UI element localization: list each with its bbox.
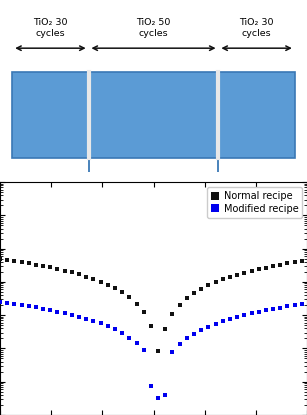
Point <box>220 276 225 283</box>
Point <box>263 264 268 271</box>
Point <box>285 303 290 310</box>
Point <box>105 323 110 330</box>
Point <box>62 310 67 316</box>
Point <box>19 259 24 265</box>
Point <box>192 330 196 337</box>
Point <box>120 330 125 337</box>
Point <box>55 266 60 272</box>
Point <box>33 304 38 311</box>
Point <box>69 269 74 276</box>
Point <box>156 394 161 401</box>
Text: Al₂O₃ 1 cycle: Al₂O₃ 1 cycle <box>122 183 185 193</box>
Point <box>163 325 168 332</box>
Point <box>271 263 276 269</box>
Point <box>185 295 189 301</box>
Point <box>26 303 31 310</box>
Point <box>235 271 240 278</box>
Point <box>0 255 2 262</box>
Point <box>249 268 254 274</box>
Point <box>91 317 96 324</box>
Text: TiO₂ 30
cycles: TiO₂ 30 cycles <box>239 18 274 38</box>
Point <box>69 312 74 318</box>
Point <box>41 305 45 312</box>
Point <box>242 269 247 276</box>
Point <box>156 347 161 354</box>
Point <box>134 340 139 347</box>
Point <box>227 273 232 280</box>
Point <box>149 322 154 329</box>
Point <box>141 347 146 354</box>
Point <box>134 300 139 307</box>
Point <box>199 327 204 333</box>
Point <box>0 298 2 305</box>
Point <box>263 307 268 314</box>
Point <box>185 335 189 342</box>
Point <box>213 320 218 327</box>
Point <box>206 282 211 288</box>
Point <box>163 391 168 398</box>
Point <box>278 304 283 311</box>
Point <box>220 318 225 325</box>
Point <box>299 258 304 264</box>
Point <box>256 266 261 273</box>
Point <box>77 271 82 278</box>
Point <box>170 310 175 317</box>
Point <box>62 267 67 274</box>
Point <box>12 257 17 264</box>
Legend: Normal recipe, Modified recipe: Normal recipe, Modified recipe <box>207 187 302 218</box>
Point <box>206 323 211 330</box>
Point <box>177 301 182 308</box>
Bar <box>12 72 295 158</box>
Point <box>19 302 24 308</box>
Point <box>213 279 218 286</box>
Point <box>98 320 103 327</box>
Point <box>249 310 254 317</box>
Point <box>5 300 10 306</box>
Point <box>84 315 89 322</box>
Point <box>177 341 182 347</box>
Point <box>55 308 60 315</box>
Point <box>48 264 53 271</box>
Point <box>292 259 297 266</box>
Point <box>26 260 31 266</box>
Point <box>299 301 304 308</box>
Point <box>192 290 196 296</box>
Point <box>33 261 38 268</box>
Point <box>48 307 53 313</box>
Point <box>113 285 118 292</box>
Text: TiO₂ 30
cycles: TiO₂ 30 cycles <box>33 18 68 38</box>
Point <box>149 383 154 389</box>
Point <box>5 256 10 263</box>
Point <box>84 273 89 280</box>
Point <box>127 294 132 300</box>
Text: TiO₂ 50
cycles: TiO₂ 50 cycles <box>136 18 171 38</box>
Point <box>256 308 261 315</box>
Point <box>227 316 232 322</box>
Point <box>105 281 110 288</box>
Point <box>278 261 283 268</box>
Point <box>120 289 125 295</box>
Point <box>199 286 204 292</box>
Point <box>113 326 118 333</box>
Point <box>41 263 45 269</box>
Point <box>242 312 247 318</box>
Point <box>292 302 297 308</box>
Point <box>235 314 240 320</box>
Point <box>170 349 175 355</box>
Point <box>91 276 96 282</box>
Point <box>141 309 146 316</box>
Point <box>271 305 276 312</box>
Point <box>285 260 290 267</box>
Point <box>77 313 82 320</box>
Point <box>127 334 132 341</box>
Point <box>98 278 103 285</box>
Point <box>12 300 17 307</box>
